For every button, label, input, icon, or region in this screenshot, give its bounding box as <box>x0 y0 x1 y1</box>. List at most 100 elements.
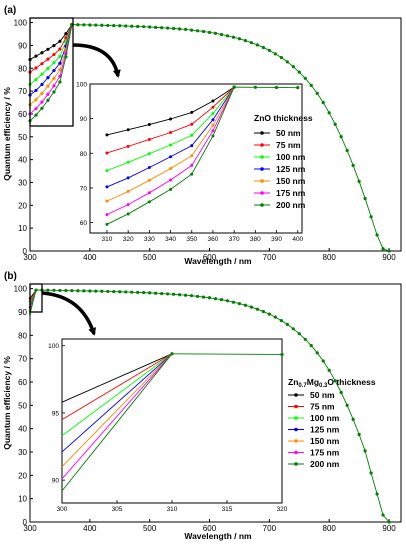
panel-a-inset-series-3-point <box>211 111 215 115</box>
panel-a-series-tail-point <box>321 100 325 105</box>
panel-a-series-tail-point <box>249 41 254 45</box>
panel-b-frame <box>29 283 402 523</box>
panel-b-series-tail-point <box>52 288 56 292</box>
panel-b-x-tick-label: 700 <box>263 524 277 533</box>
panel-a-inset-series-1-point <box>169 117 173 121</box>
panel-b-series-tail-point <box>345 403 349 407</box>
panel-a-inset-x-tick-label: 340 <box>165 236 176 243</box>
panel-b-series-tail-point <box>195 294 200 298</box>
panel-a-series-7-point <box>64 55 68 59</box>
panel-a-inset-x-tick-label: 310 <box>102 236 113 243</box>
panel-a-inset-series-2-point <box>190 122 194 126</box>
panel-b-series-tail-point <box>46 288 50 292</box>
panel-a-series-tail-point <box>255 43 259 47</box>
panel-a-series-tail-point <box>243 39 248 43</box>
panel-b-y-tick-label: 30 <box>18 448 27 457</box>
panel-a-series-tail-point <box>279 55 283 60</box>
panel-a-series-tail-point <box>148 25 152 29</box>
panel-b-legend-swatch-marker <box>294 427 298 432</box>
panel-a-series-tail-point <box>297 70 301 74</box>
panel-a-inset-y-ticks: 60 70 80 90 100 <box>76 82 93 227</box>
panel-a-inset-series-2-point <box>105 151 109 155</box>
panel-a-series-1-point <box>52 44 56 48</box>
panel-a-series-tail-point <box>189 28 194 32</box>
panel-a-legend-swatch-marker <box>260 179 264 183</box>
panel-b-series-tail-point <box>297 332 301 336</box>
panel-a-inset-series-4-point <box>147 166 151 170</box>
panel-a-inset-x-tick-label: 320 <box>123 236 134 243</box>
panel-b-x-tick-label: 400 <box>83 524 97 533</box>
panel-a-y-tick-label: 40 <box>18 156 27 165</box>
panel-a-series-7-point <box>58 80 62 84</box>
panel-a-inset-series-6-point <box>190 163 194 167</box>
panel-b-y-tick-label: 10 <box>18 495 27 504</box>
panel-a-series-2-point <box>40 62 44 66</box>
panel-b-legend-entry-label: 175 nm <box>310 448 340 458</box>
panel-b-series-tail-point <box>213 297 218 301</box>
panel-a-series-1-point <box>58 39 62 43</box>
panel-a-x-tick-label: 400 <box>83 253 97 262</box>
panel-b: (b) 300 400 500 600 700 800 900 0 10 20 30 40 50 60 7… <box>2 271 402 541</box>
panel-a-series-tail-point <box>142 25 146 29</box>
panel-a-series-5-point <box>40 91 44 95</box>
panel-a-inset-y-tick-label: 90 <box>80 116 88 123</box>
panel-b-y-tick-label: 90 <box>18 308 27 317</box>
panel-a-series-tail-point <box>177 27 182 31</box>
panel-a-inset-y-tick-label: 100 <box>76 82 87 89</box>
panel-b-series-tail-point <box>130 290 134 294</box>
panel-a-series-tail-point <box>369 215 373 219</box>
panel-a-inset-series-1-point <box>147 123 151 127</box>
panel-b-y-tick-label: 40 <box>18 425 27 434</box>
panel-b-series-7-point <box>28 312 32 316</box>
panel-a-y-axis-label: Quantum efficiency / % <box>2 87 12 181</box>
panel-a-inset-series-2-point <box>169 131 173 135</box>
panel-a-inset-series-3-point <box>126 160 130 164</box>
panel-a-zoom-box <box>29 17 74 127</box>
panel-a-series-tail-point <box>100 23 104 27</box>
panel-a-series-tail-point <box>82 23 86 27</box>
panel-a-inset-x-ticks: 310 320 330 340 350 360 370 380 390 400 <box>102 230 304 243</box>
panel-b-inset-x-tick-label: 310 <box>167 506 178 513</box>
panel-b-inset-series-1-line <box>61 353 173 403</box>
panel-a-frame <box>29 17 402 252</box>
panel-b-series-tail-point <box>339 390 343 395</box>
panel-a-series-tail-point <box>237 37 242 41</box>
panel-a-series-tail-point <box>213 31 218 35</box>
panel-a-inset-x-tick-label: 400 <box>292 236 303 243</box>
panel-a-inset-series-4-point <box>190 144 194 148</box>
panel-a-inset-series-6-point <box>126 203 130 207</box>
panel-b-series-tail-point <box>136 290 140 294</box>
panel-b-x-tick-label: 500 <box>143 524 157 533</box>
panel-a-series-tail-point <box>345 148 349 153</box>
panel-a-inset-series-3-point <box>190 133 194 137</box>
panel-a-series-2-point <box>34 66 38 70</box>
panel-b-legend-swatch-marker <box>294 462 298 466</box>
panel-b-legend-swatch-marker <box>294 404 298 409</box>
panel-a-inset-series-5-point <box>105 199 109 203</box>
panel-b-series-tail-point <box>148 291 152 295</box>
panel-a-series-tail-point <box>381 247 385 251</box>
panel-b-inset-x-tick-label: 315 <box>222 506 233 513</box>
panel-a-inset-series-5-point <box>126 189 130 193</box>
panel-a-series-3-point <box>40 72 44 76</box>
panel-a-inset-series-6-point <box>147 191 151 195</box>
panel-a-inset-plateau-point <box>296 86 300 90</box>
panel-b-zoom-box <box>29 283 43 313</box>
panel-a-inset-x-tick-label: 380 <box>250 236 261 243</box>
panel-a-inset-series-2-point <box>126 144 130 148</box>
panel-b-inset-frame <box>61 338 283 504</box>
panel-a-x-tick-label: 700 <box>263 253 277 262</box>
panel-b-inset-plateau-line <box>171 353 283 355</box>
panel-a-series-1-point <box>46 47 50 51</box>
panel-a-inset-series-3-point <box>105 169 109 173</box>
panel-a-series-tail-point <box>112 23 116 28</box>
panel-a-y-tick-label: 100 <box>14 19 28 28</box>
panel-b-series-tail-point <box>267 312 271 316</box>
panel-a-inset-series-7-point <box>105 222 109 226</box>
panel-a-x-tick-label: 300 <box>23 253 37 262</box>
panel-a-series-3-point <box>34 78 38 82</box>
panel-b-series-tail-point <box>381 513 385 517</box>
panel-b-x-tick-label: 600 <box>203 524 217 533</box>
panel-b-legend-entry-label: 150 nm <box>310 436 340 446</box>
panel-a-legend-entry-label: 100 nm <box>276 152 306 162</box>
